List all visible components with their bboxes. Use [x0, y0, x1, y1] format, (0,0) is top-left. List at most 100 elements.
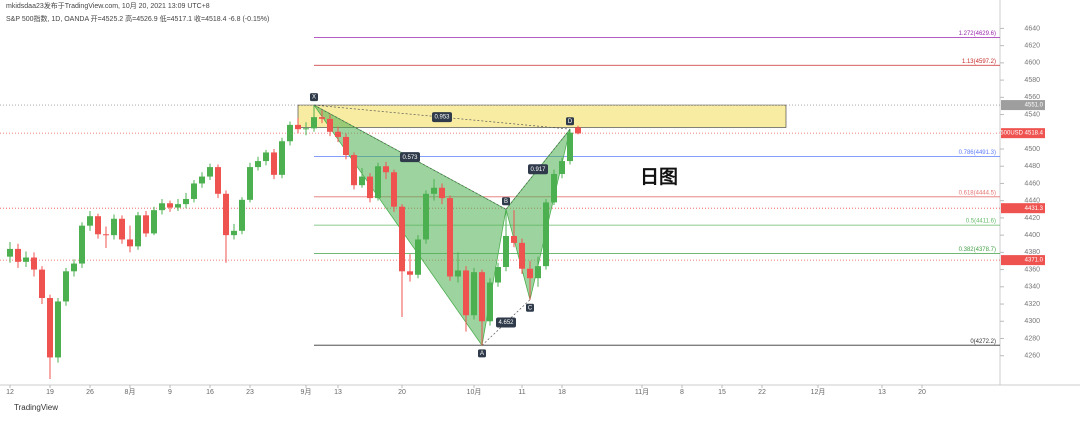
candle-body [319, 117, 325, 119]
point-label: B [504, 199, 508, 205]
candle-body [135, 215, 141, 247]
candle-body [543, 202, 549, 267]
ratio-badge [400, 152, 420, 163]
point-badge [566, 117, 574, 126]
y-tick-label: 4600 [1024, 60, 1040, 67]
candle-body [343, 136, 349, 156]
price-tag [1001, 128, 1045, 139]
x-tick-label: 20 [918, 389, 926, 396]
x-tick-label: 18 [558, 389, 566, 396]
candle-body [367, 176, 373, 199]
point-badge [526, 303, 534, 312]
candle-body [71, 263, 77, 272]
x-tick-label: 11月 [635, 388, 649, 396]
fib-label: 0.618(4444.5) [959, 190, 996, 196]
candle-body [359, 176, 365, 186]
candle-body [279, 141, 285, 175]
candle-body [79, 225, 85, 264]
price-tag [1001, 255, 1045, 266]
candle-body [351, 155, 357, 186]
candle-body [255, 161, 261, 168]
x-tick-label: 19 [46, 389, 54, 396]
candle-body [487, 282, 493, 322]
point-label: D [568, 119, 573, 125]
zone [297, 104, 787, 128]
candle-body [327, 118, 333, 132]
candle-body [439, 187, 445, 199]
y-tick-label: 4460 [1024, 180, 1040, 187]
y-tick-label: 4420 [1024, 215, 1040, 222]
candle-body [7, 248, 13, 257]
y-tick-label: 4440 [1024, 198, 1040, 205]
x-tick-label: 12 [6, 389, 14, 396]
ratio-badge [496, 317, 516, 328]
ratio-label: 0.573 [402, 155, 418, 161]
x-tick-label: 15 [718, 389, 726, 396]
fib-label: 1.272(4629.6) [959, 31, 996, 37]
point-badge [310, 93, 318, 102]
candle-body [431, 187, 437, 194]
candle-body [183, 198, 189, 205]
candle-body [383, 166, 389, 173]
header-line: S&P 500指数, 1D, OANDA 开=4525.2 高=4526.9 低… [6, 14, 269, 23]
footer-logo: TradingView [14, 403, 58, 412]
y-tick-label: 4500 [1024, 146, 1040, 153]
point-label: C [528, 305, 533, 311]
ratio-label: 4.652 [498, 320, 514, 326]
fib-label: 1.13(4597.2) [962, 59, 996, 65]
candle-body [535, 266, 541, 279]
candle-body [223, 193, 229, 236]
y-tick-label: 4620 [1024, 42, 1040, 49]
x-tick-label: 12月 [811, 388, 826, 396]
candle-body [559, 161, 565, 174]
header-line: mkidsdaa23发布于TradingView.com, 10月 20, 20… [6, 1, 210, 10]
fib-label: 0.786(4491.3) [959, 150, 996, 156]
candle-body [511, 235, 517, 243]
y-tick-label: 4580 [1024, 77, 1040, 84]
point-badge [502, 197, 510, 206]
y-tick-label: 4400 [1024, 232, 1040, 239]
candle-body [31, 257, 37, 270]
candle-body [311, 117, 317, 129]
candle-body [447, 198, 453, 277]
candle-body [375, 166, 381, 199]
y-tick-label: 4380 [1024, 249, 1040, 256]
x-tick-label: 8月 [125, 388, 136, 396]
fib-label: 0(4272.2) [970, 339, 996, 345]
price-tag [1001, 100, 1045, 111]
candle-body [287, 124, 293, 142]
candle-body [527, 268, 533, 279]
candle-body [159, 203, 165, 211]
price-tag-label: SPX500USD 4518.4 [988, 131, 1043, 137]
candle-body [415, 239, 421, 275]
ratio-badge [432, 112, 452, 123]
candle-body [303, 128, 309, 130]
x-tick-label: 23 [246, 389, 254, 396]
candle-body [423, 193, 429, 240]
candle-body [207, 167, 213, 177]
candle-body [503, 235, 509, 268]
x-tick-label: 13 [334, 389, 342, 396]
candle-body [151, 210, 157, 234]
candle-body [111, 218, 117, 236]
x-tick-label: 22 [758, 389, 766, 396]
candle-body [215, 167, 221, 194]
y-tick-label: 4480 [1024, 163, 1040, 170]
candle-body [175, 204, 181, 208]
candle-body [119, 218, 125, 240]
y-tick-label: 4360 [1024, 266, 1040, 273]
candle-body [399, 206, 405, 272]
y-tick-label: 4540 [1024, 111, 1040, 118]
candle-body [575, 127, 581, 134]
candle-body [335, 131, 341, 137]
y-tick-label: 4340 [1024, 284, 1040, 291]
candle-body [15, 248, 21, 262]
candle-body [263, 152, 269, 162]
candle-body [479, 272, 485, 322]
candle-body [63, 271, 69, 302]
x-tick-label: 20 [398, 389, 406, 396]
y-tick-label: 4260 [1024, 353, 1040, 360]
y-tick-label: 4640 [1024, 25, 1040, 32]
candle-body [95, 216, 101, 235]
